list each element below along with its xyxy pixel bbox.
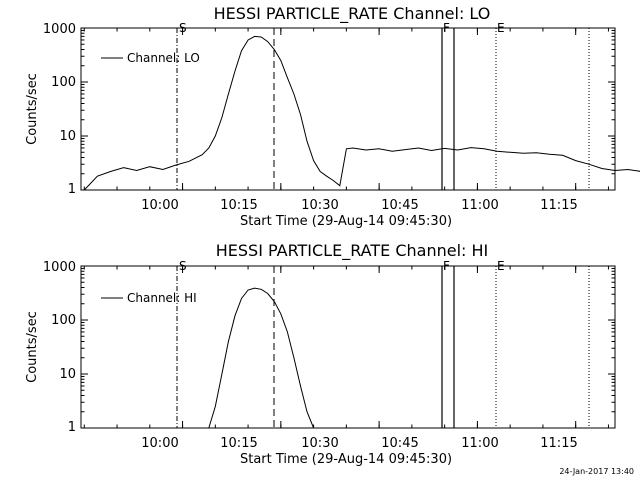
panel-lo-xtick-1115: 11:15 xyxy=(540,198,577,213)
panel-hi-ytick-1000: 1000 xyxy=(43,260,76,275)
panel-hi-xtick-1045: 10:45 xyxy=(381,436,418,451)
panel-hi-x-axis-label: Start Time (29-Aug-14 09:45:30) xyxy=(240,452,452,467)
panel-lo-marker-s: S xyxy=(179,21,187,35)
panel-lo-title: HESSI PARTICLE_RATE Channel: LO xyxy=(214,4,491,24)
panel-hi: HESSI PARTICLE_RATE Channel: HI 1000 100… xyxy=(25,241,616,467)
panel-hi-legend-label: Channel: HI xyxy=(127,291,197,305)
panel-lo-ytick-1: 1 xyxy=(68,182,76,197)
panel-hi-x-tick-labels: 10:00 10:15 10:30 10:45 11:00 11:15 xyxy=(141,436,577,451)
panel-lo-ytick-10: 10 xyxy=(59,129,76,144)
panel-hi-xtick-1015: 10:15 xyxy=(220,436,257,451)
panel-lo-x-axis-label: Start Time (29-Aug-14 09:45:30) xyxy=(240,214,452,229)
panel-hi-ticks xyxy=(81,265,615,429)
panel-lo-marker-f: F xyxy=(443,21,450,35)
panel-hi-ytick-1: 1 xyxy=(68,420,76,435)
panel-lo: HESSI PARTICLE_RATE Channel: LO 1000 100… xyxy=(25,4,640,229)
panel-hi-ytick-100: 100 xyxy=(51,313,76,328)
panel-lo-legend-label: Channel: LO xyxy=(127,51,200,65)
panel-lo-ytick-1000: 1000 xyxy=(43,22,76,37)
panel-hi-xtick-1115: 11:15 xyxy=(540,436,577,451)
generation-timestamp: 24-Jan-2017 13:40 xyxy=(559,467,634,476)
panel-hi-marker-s: S xyxy=(179,259,187,273)
panel-hi-marker-f: F xyxy=(443,259,450,273)
panel-lo-xtick-1100: 11:00 xyxy=(461,198,498,213)
panel-lo-series-line xyxy=(83,35,640,191)
panel-hi-title: HESSI PARTICLE_RATE Channel: HI xyxy=(216,241,489,261)
panel-hi-ytick-10: 10 xyxy=(59,367,76,382)
panel-hi-series-line xyxy=(208,287,315,429)
panel-hi-y-axis-label: Counts/sec xyxy=(25,311,40,383)
panel-hi-y-tick-labels: 1000 100 10 1 xyxy=(43,260,76,435)
panel-hi-xtick-1030: 10:30 xyxy=(301,436,338,451)
panel-hi-marker-e: E xyxy=(497,259,505,273)
panel-lo-xtick-1030: 10:30 xyxy=(301,198,338,213)
panel-lo-x-tick-labels: 10:00 10:15 10:30 10:45 11:00 11:15 xyxy=(141,198,577,213)
panel-lo-xtick-1045: 10:45 xyxy=(381,198,418,213)
panel-lo-xtick-1000: 10:00 xyxy=(141,198,178,213)
panel-lo-ytick-100: 100 xyxy=(51,75,76,90)
panel-hi-frame xyxy=(80,265,616,429)
panel-lo-y-axis-label: Counts/sec xyxy=(25,73,40,145)
panel-lo-frame xyxy=(80,27,616,191)
panel-hi-xtick-1100: 11:00 xyxy=(461,436,498,451)
panel-lo-xtick-1015: 10:15 xyxy=(220,198,257,213)
panel-lo-marker-e: E xyxy=(497,21,505,35)
panel-lo-ticks xyxy=(81,27,615,191)
panel-hi-xtick-1000: 10:00 xyxy=(141,436,178,451)
panel-lo-y-tick-labels: 1000 100 10 1 xyxy=(43,22,76,197)
